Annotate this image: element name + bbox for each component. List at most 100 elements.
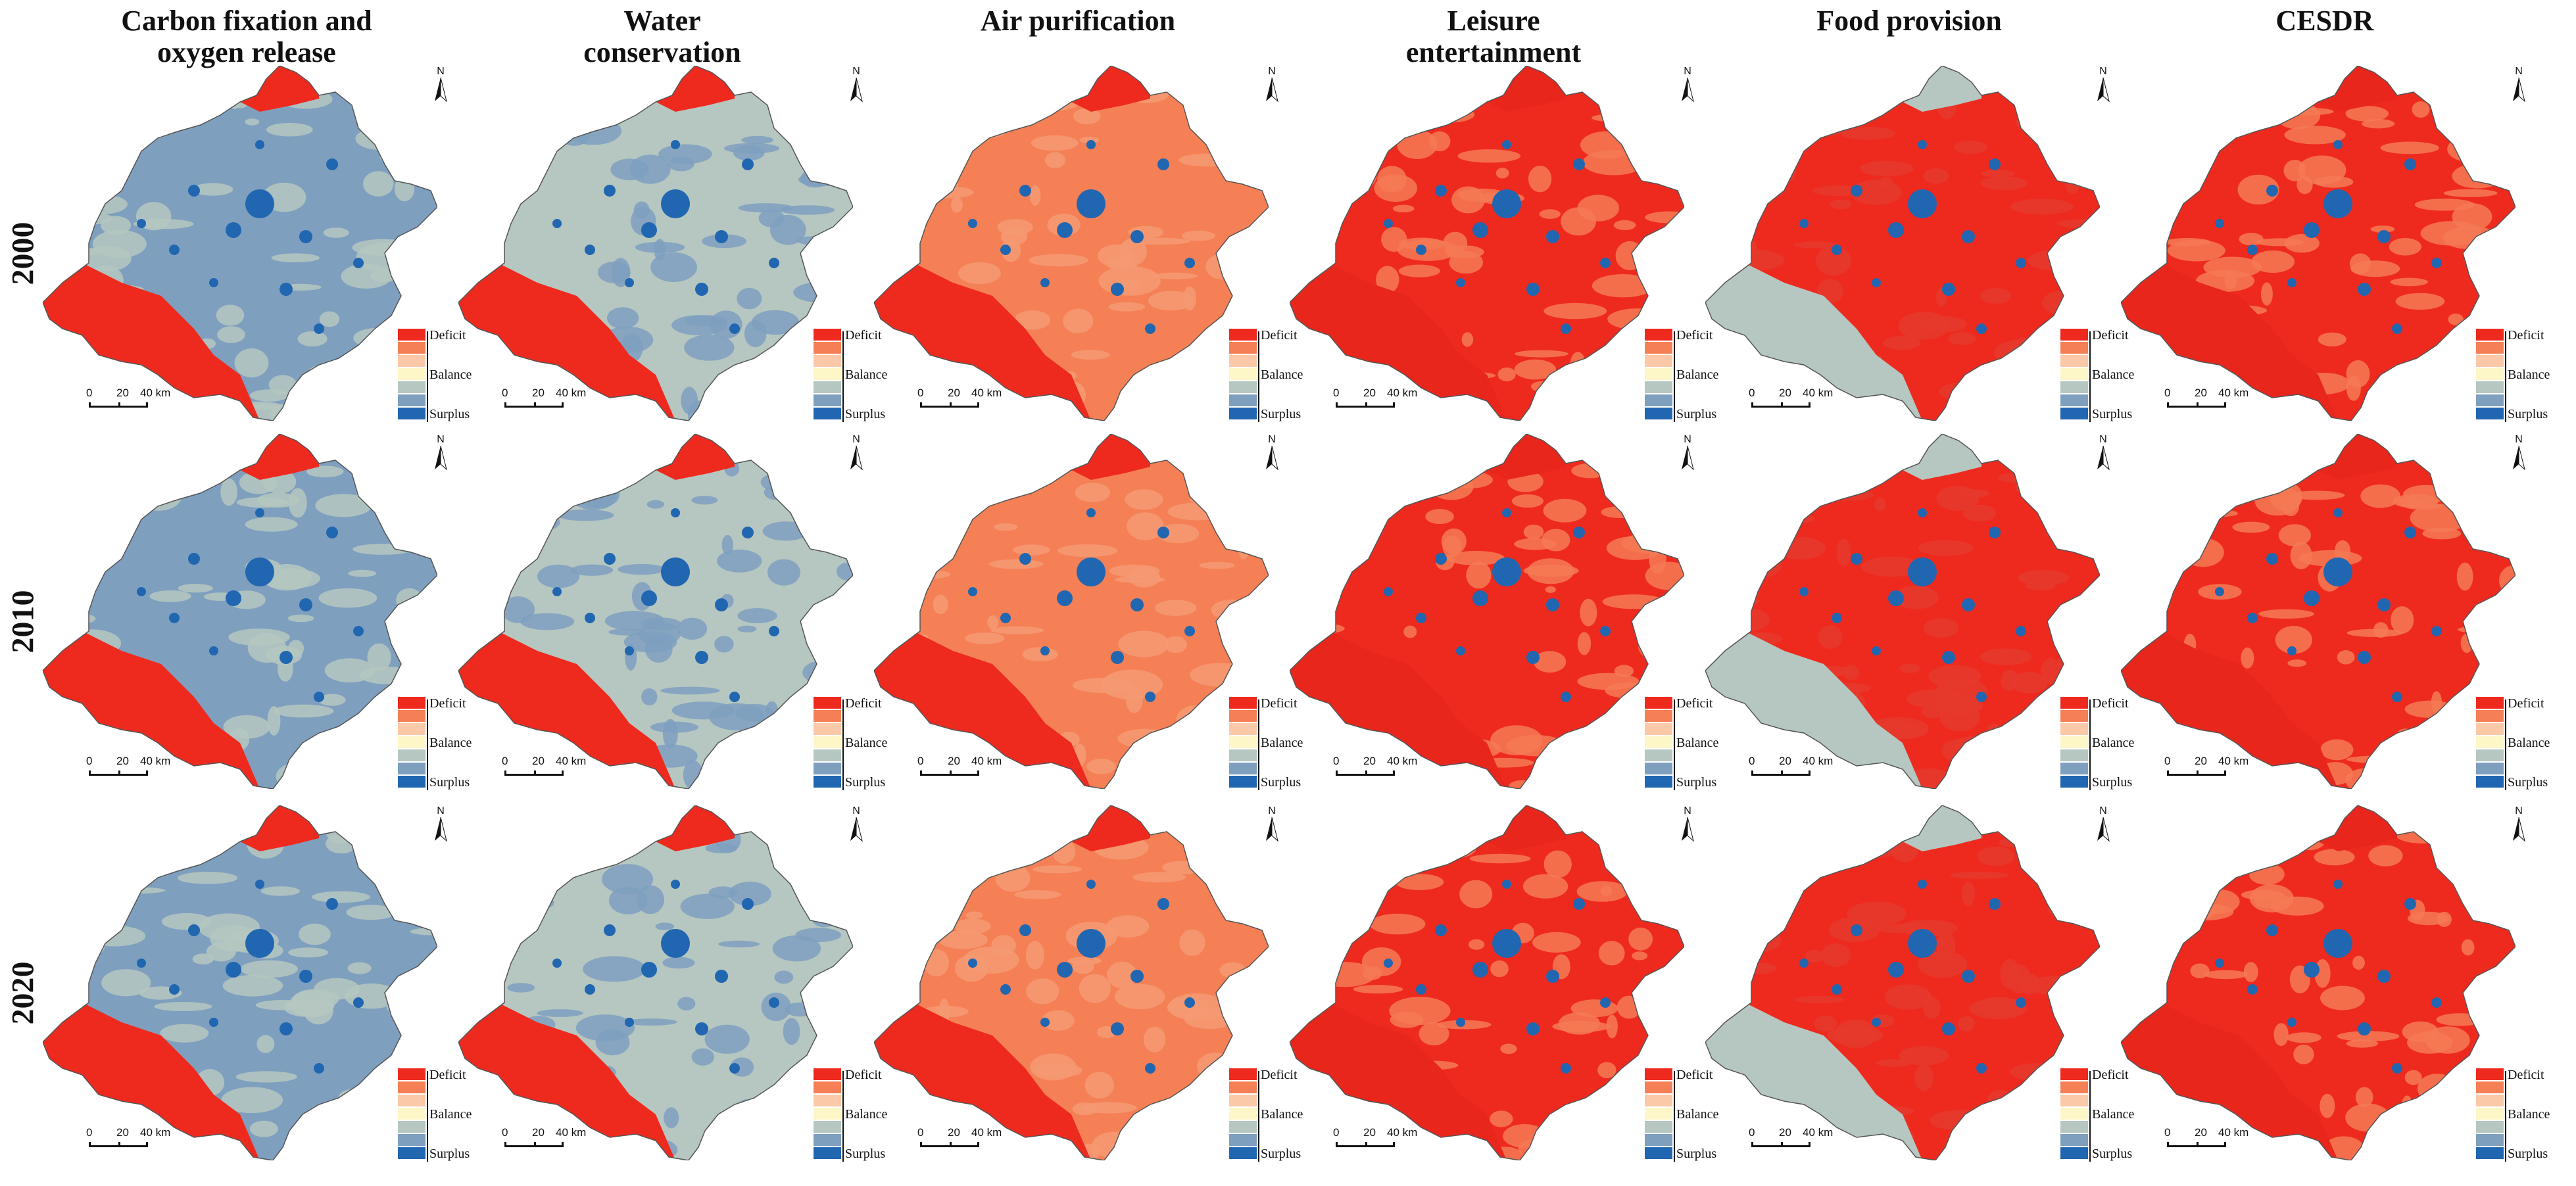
- map-hotspot: [2404, 158, 2416, 170]
- map-patch: [256, 1035, 275, 1053]
- map-hotspot: [2404, 898, 2416, 910]
- map-patch: [1377, 85, 1426, 115]
- map-patch: [1452, 66, 1492, 93]
- legend-arrow: [2505, 331, 2506, 422]
- map-patch: [266, 122, 313, 137]
- scale-bar-label: 0: [1749, 755, 1755, 767]
- map-patch: [935, 805, 947, 831]
- map-patch: [1615, 241, 1645, 271]
- map-patch: [2010, 1063, 2063, 1081]
- map-patch: [603, 68, 654, 97]
- map-patch: [1598, 941, 1625, 966]
- map-patch: [2031, 870, 2076, 886]
- map-patch: [1607, 308, 1669, 330]
- scale-bar-tick: [1781, 771, 1783, 776]
- map-patch: [2484, 676, 2515, 690]
- map-deficit-zone: [2318, 66, 2397, 112]
- map-patch: [812, 1041, 845, 1056]
- map-patch: [1613, 220, 1636, 231]
- map-patch: [1422, 106, 1475, 123]
- map-patch: [717, 549, 762, 573]
- map-patch: [625, 1018, 677, 1026]
- map-panel-water-2020: N Deficit Balance Surplus 0 20 40 km: [458, 805, 887, 1174]
- map-hotspot: [2323, 929, 2352, 958]
- legend-arrow: [427, 1071, 428, 1162]
- map-patch: [896, 434, 911, 449]
- map-patch: [2264, 849, 2278, 863]
- map-patch: [1156, 364, 1199, 393]
- map-patch: [883, 101, 913, 123]
- scale-bar-label: 0: [917, 755, 924, 767]
- map-patch: [971, 834, 1015, 847]
- map-patch: [1387, 823, 1415, 836]
- column-title-text: Leisure entertainment: [1405, 5, 1582, 68]
- legend-label-balance: Balance: [1261, 1107, 1303, 1122]
- region-boundary: [1705, 434, 2100, 789]
- map-patch: [1182, 230, 1215, 241]
- map-hotspot: [729, 692, 740, 702]
- scale-bar-label: 40 km: [140, 1126, 171, 1139]
- scale-bar-label: 20: [1363, 1126, 1376, 1139]
- legend-swatch: [2060, 749, 2088, 761]
- map-patch: [1822, 442, 1874, 464]
- scale-bar: 0 20 40 km: [913, 387, 1025, 413]
- map-patch: [1605, 1112, 1647, 1129]
- map-patch: [1958, 1016, 1976, 1032]
- north-arrow-icon: N: [1678, 66, 1697, 105]
- legend-swatch: [2476, 342, 2504, 354]
- map-hotspot: [1888, 222, 1904, 238]
- legend-swatch: [814, 1134, 841, 1146]
- map-patch: [1146, 816, 1197, 825]
- map-patch: [1031, 85, 1083, 111]
- row-label-2020: 2020: [0, 943, 46, 1042]
- map-patch: [470, 575, 503, 586]
- region-boundary: [43, 66, 437, 421]
- map-patch: [2194, 863, 2248, 873]
- map-patch: [2251, 250, 2295, 273]
- region-boundary: [1705, 805, 2100, 1160]
- map-patch: [300, 434, 360, 449]
- map-patch: [1977, 846, 2015, 866]
- map-patch: [1190, 663, 1253, 687]
- map-patch: [1975, 997, 2024, 1016]
- legend-swatch: [2060, 697, 2088, 709]
- map-patch: [1381, 227, 1407, 252]
- map-patch: [1597, 1062, 1616, 1078]
- map-hotspot: [188, 185, 200, 197]
- map-patch: [1176, 705, 1216, 734]
- map-patch: [73, 66, 101, 81]
- region-boundary: [874, 805, 1269, 1160]
- region-map: [43, 805, 437, 1160]
- map-patch: [1032, 865, 1082, 874]
- north-label: N: [2515, 434, 2523, 445]
- legend-swatch: [814, 1068, 841, 1080]
- map-patch: [965, 464, 998, 486]
- map-patch: [1351, 805, 1378, 822]
- legend-swatch: [2060, 710, 2088, 722]
- map-patch: [767, 722, 779, 750]
- map-hotspot: [1456, 646, 1465, 655]
- map-patch: [2407, 911, 2450, 926]
- map-patch: [1031, 135, 1079, 151]
- north-label: N: [437, 805, 445, 817]
- map-deficit-zone: [656, 805, 735, 851]
- map-hotspot: [1908, 557, 1937, 586]
- map-hotspot: [1184, 626, 1195, 636]
- map-patch: [354, 348, 379, 362]
- legend-swatch: [814, 710, 841, 722]
- map-patch: [153, 457, 215, 481]
- legend-label-balance: Balance: [429, 736, 472, 750]
- map-patch: [1296, 623, 1345, 634]
- map-patch: [2164, 238, 2211, 247]
- map-patch: [737, 608, 777, 623]
- map-patch: [798, 172, 843, 187]
- map-hotspot: [2215, 587, 2224, 596]
- scale-bar-tick: [534, 402, 536, 408]
- map-patch: [192, 953, 214, 964]
- map-deficit-zone: [656, 66, 735, 112]
- map-patch: [915, 445, 938, 462]
- map-patch: [739, 1112, 767, 1122]
- map-patch: [2456, 562, 2473, 591]
- map-hotspot: [1057, 590, 1073, 606]
- map-hotspot: [715, 970, 728, 983]
